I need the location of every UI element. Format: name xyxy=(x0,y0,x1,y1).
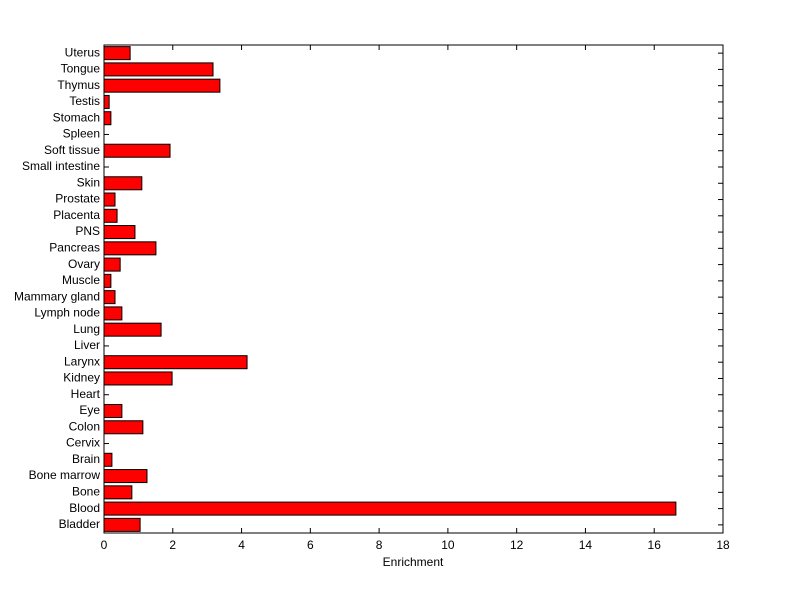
bar xyxy=(103,403,123,419)
x-tick-label: 2 xyxy=(169,538,176,552)
y-tick-label: Lung xyxy=(73,322,100,336)
x-tick-label: 10 xyxy=(441,538,455,552)
y-tick-label: Bone xyxy=(72,485,100,499)
y-tick-label: Small intestine xyxy=(22,159,100,173)
bar xyxy=(103,452,113,467)
x-tick-label: 8 xyxy=(376,538,383,552)
bar xyxy=(103,420,144,435)
bar xyxy=(103,469,148,484)
y-tick-label: Placenta xyxy=(53,208,100,222)
bar xyxy=(103,241,157,256)
y-tick-label: Spleen xyxy=(63,127,100,141)
y-tick-label: PNS xyxy=(75,224,100,238)
x-tick-label: 4 xyxy=(238,538,245,552)
bar xyxy=(103,78,221,93)
x-tick-label: 12 xyxy=(510,538,524,552)
y-tick-label: Bladder xyxy=(59,517,100,531)
x-tick-label: 14 xyxy=(579,538,593,552)
bar xyxy=(103,192,116,207)
y-tick-label: Colon xyxy=(69,419,100,433)
bar xyxy=(103,322,162,337)
bar xyxy=(103,46,131,61)
plot-frame xyxy=(103,44,724,534)
y-tick-label: Soft tissue xyxy=(44,143,100,157)
y-tick-label: Cervix xyxy=(66,436,100,450)
bar xyxy=(103,273,112,288)
x-tick-label: 0 xyxy=(101,538,108,552)
bar xyxy=(103,94,110,109)
y-tick-label: Blood xyxy=(69,501,100,515)
y-tick-label: Kidney xyxy=(63,371,100,385)
bar xyxy=(103,208,118,223)
bar xyxy=(103,485,133,500)
bar xyxy=(103,111,112,126)
y-tick-label: Ovary xyxy=(68,257,100,271)
bar xyxy=(103,517,141,532)
bar xyxy=(103,355,248,370)
bar xyxy=(103,290,116,305)
y-tick-label: Uterus xyxy=(65,45,100,59)
y-tick-label: Muscle xyxy=(62,273,100,287)
y-tick-label: Larynx xyxy=(64,354,100,368)
bar xyxy=(103,176,143,191)
y-tick-label: Mammary gland xyxy=(14,289,100,303)
bar xyxy=(103,501,677,516)
bar xyxy=(103,257,121,272)
y-tick-label: Testis xyxy=(69,94,100,108)
y-tick-label: Heart xyxy=(71,387,101,401)
x-tick-label: 6 xyxy=(307,538,314,552)
y-tick-label: Stomach xyxy=(53,110,100,124)
y-tick-label: Pancreas xyxy=(49,241,100,255)
y-tick-label: Eye xyxy=(79,403,100,417)
y-tick-label: Prostate xyxy=(55,192,100,206)
bar xyxy=(103,306,123,321)
bar xyxy=(103,143,171,158)
x-tick-label: 18 xyxy=(716,538,730,552)
y-tick-label: Tongue xyxy=(61,62,101,76)
bar xyxy=(103,62,214,77)
y-tick-label: Lymph node xyxy=(34,306,100,320)
x-axis-label: Enrichment xyxy=(383,555,444,569)
y-tick-label: Liver xyxy=(74,338,100,352)
bar xyxy=(103,225,136,240)
y-tick-label: Skin xyxy=(77,175,100,189)
bar xyxy=(103,371,173,386)
y-tick-label: Bone marrow xyxy=(29,468,101,482)
y-tick-label: Brain xyxy=(72,452,100,466)
x-tick-label: 16 xyxy=(648,538,662,552)
y-tick-label: Thymus xyxy=(57,78,100,92)
